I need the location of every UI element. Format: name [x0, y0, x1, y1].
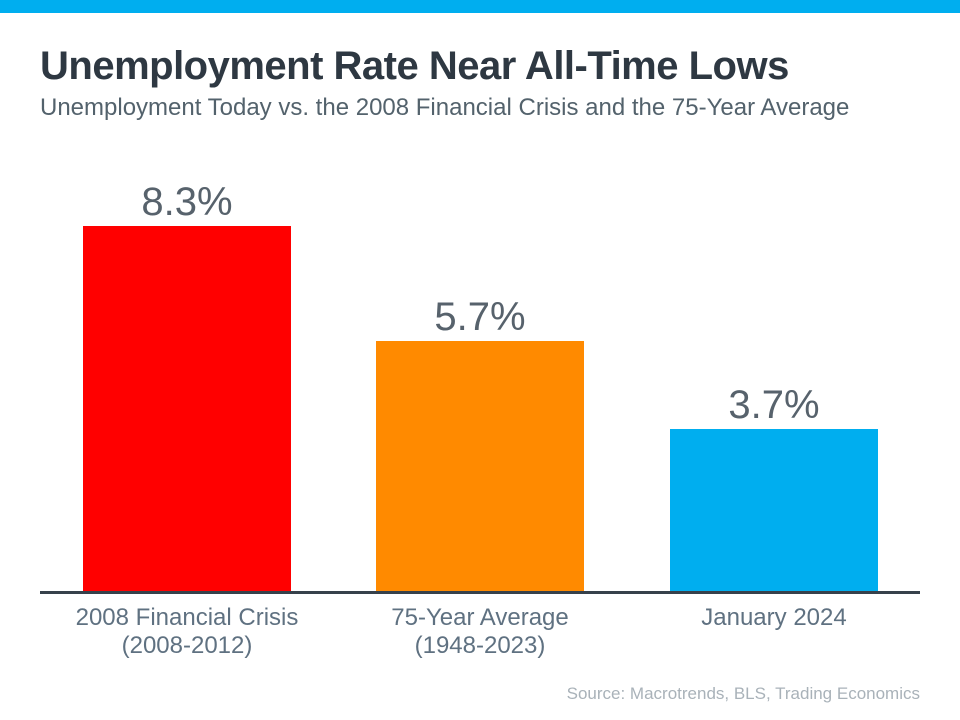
x-axis-line [40, 591, 920, 594]
bar-value-label: 8.3% [141, 180, 233, 224]
bar-value-label: 3.7% [728, 383, 820, 427]
bar-3 [670, 429, 878, 593]
bar-category-label-line: (1948-2023) [414, 632, 546, 659]
bar-category-label: 2008 Financial Crisis (2008-2012) [43, 604, 331, 660]
bar-1 [83, 226, 291, 593]
bar-category-label: 75-Year Average (1948-2023) [336, 604, 624, 660]
top-accent-bar [0, 0, 960, 13]
bar-2 [376, 341, 584, 593]
chart-title: Unemployment Rate Near All-Time Lows [40, 44, 789, 88]
bar-category-label-line: 75-Year Average [391, 604, 569, 631]
bar-category-label-line: January 2024 [701, 604, 847, 631]
source-note: Source: Macrotrends, BLS, Trading Econom… [566, 684, 920, 703]
bar-value-label: 5.7% [434, 295, 526, 339]
bar-category-label: January 2024 [630, 604, 918, 632]
bar-category-label-line: 2008 Financial Crisis [75, 604, 299, 631]
chart-subtitle: Unemployment Today vs. the 2008 Financia… [40, 94, 850, 121]
bar-category-label-line: (2008-2012) [121, 632, 253, 659]
